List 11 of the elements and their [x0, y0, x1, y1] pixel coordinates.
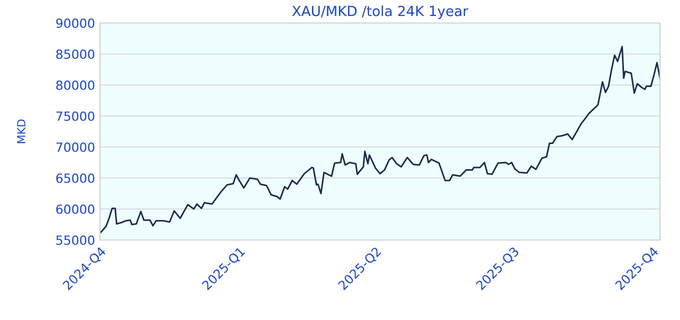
y-tick-label: 70000 [56, 142, 94, 152]
y-tick-label: 60000 [56, 204, 94, 214]
y-tick-label: 90000 [56, 18, 94, 28]
y-tick-label: 55000 [56, 235, 94, 245]
y-tick-label: 85000 [56, 49, 94, 59]
y-tick-label: 65000 [56, 173, 94, 183]
chart-title: XAU/MKD /tola 24K 1year [292, 6, 468, 19]
y-axis-title: MKD [17, 119, 26, 144]
y-tick-label: 75000 [56, 111, 94, 121]
line-series [100, 46, 660, 234]
y-tick-label: 80000 [56, 80, 94, 90]
